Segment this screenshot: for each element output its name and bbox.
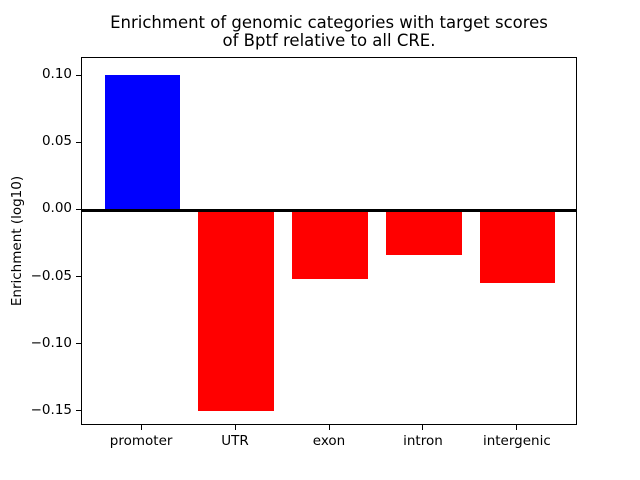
chart-title-line1: Enrichment of genomic categories with ta… <box>110 13 548 32</box>
chart-title: Enrichment of genomic categories with ta… <box>81 13 577 51</box>
x-tick-label-intron: intron <box>403 433 443 449</box>
x-tick-label-promoter: promoter <box>109 433 173 449</box>
bar-promoter <box>104 74 180 211</box>
y-tick-mark <box>76 74 81 76</box>
bar-intron <box>386 210 462 255</box>
y-tick-mark <box>76 208 81 210</box>
y-tick-label: −0.10 <box>30 334 72 351</box>
bar-exon <box>292 210 368 279</box>
y-tick-mark <box>76 343 81 345</box>
x-tick-label-intergenic: intergenic <box>482 433 551 449</box>
y-tick-label: −0.15 <box>30 401 72 418</box>
bar-intergenic <box>480 210 556 283</box>
y-tick-label: 0.00 <box>41 200 72 217</box>
zero-line <box>82 208 576 212</box>
x-tick-mark <box>422 425 424 430</box>
y-tick-label: 0.10 <box>41 66 72 83</box>
y-tick-mark <box>76 410 81 412</box>
y-tick-label: −0.05 <box>30 267 72 284</box>
y-tick-mark <box>76 276 81 278</box>
chart-title-line2: of Bptf relative to all CRE. <box>222 31 436 51</box>
x-tick-label-UTR: UTR <box>221 433 249 449</box>
bar-UTR <box>198 210 274 411</box>
x-tick-mark <box>328 425 330 430</box>
plot-area <box>81 57 577 425</box>
x-tick-label-exon: exon <box>312 433 346 449</box>
x-tick-mark <box>234 425 236 430</box>
y-tick-label: 0.05 <box>41 133 72 150</box>
y-tick-mark <box>76 141 81 143</box>
y-axis-label: Enrichment (log10) <box>9 175 25 307</box>
x-tick-mark <box>516 425 518 430</box>
x-tick-mark <box>140 425 142 430</box>
